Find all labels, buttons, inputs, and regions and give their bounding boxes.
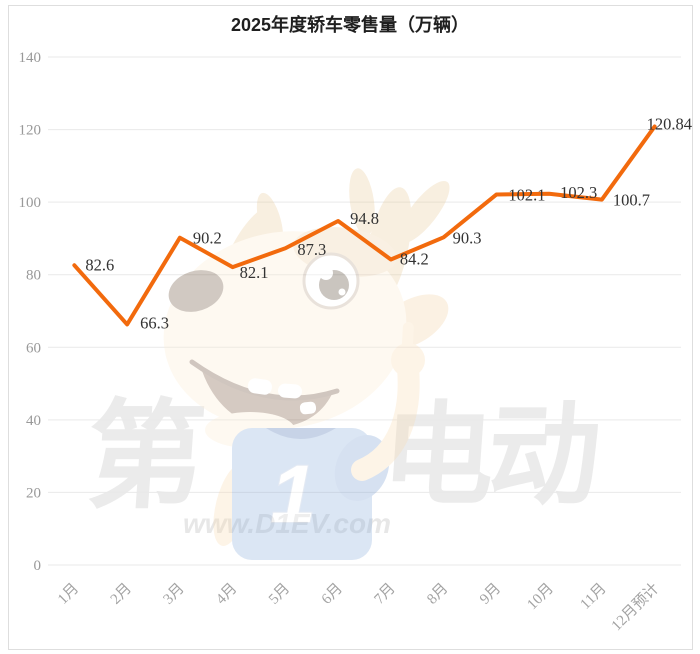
chart-frame xyxy=(8,5,693,650)
data-point-label: 120.84 xyxy=(647,115,692,134)
chart-title: 2025年度轿车零售量（万辆） xyxy=(231,14,469,35)
y-tick-label: 120 xyxy=(19,123,42,139)
x-tick-label: 12月预计 xyxy=(608,580,662,634)
x-tick-label: 3月 xyxy=(160,581,187,608)
data-point-label: 102.3 xyxy=(560,183,597,202)
data-point-label: 87.3 xyxy=(297,240,326,259)
data-point-label: 100.7 xyxy=(613,191,650,210)
mascot-mouth-icon xyxy=(189,359,340,429)
data-point-label: 66.3 xyxy=(140,313,169,332)
watermark-brand-right: 电动 xyxy=(378,395,601,519)
x-tick-label: 6月 xyxy=(319,581,346,608)
mascot-antlers-icon xyxy=(219,168,450,309)
y-tick-label: 20 xyxy=(26,485,41,501)
data-point-label: 82.1 xyxy=(240,263,269,282)
mascot-deer: 1 xyxy=(163,168,450,560)
mascot-shirt-number: 1 xyxy=(270,449,316,540)
y-tick-label: 0 xyxy=(34,558,42,574)
data-point-label: 84.2 xyxy=(400,249,429,268)
data-point-label: 94.8 xyxy=(350,209,379,228)
x-tick-label: 5月 xyxy=(266,581,293,608)
series-line xyxy=(72,124,657,327)
data-point-label: 90.3 xyxy=(453,228,482,247)
x-tick-label: 4月 xyxy=(213,581,240,608)
mascot-nose-icon xyxy=(168,270,224,312)
y-tick-label: 140 xyxy=(19,50,42,66)
mascot-eye-icon xyxy=(302,252,360,310)
data-point-label: 82.6 xyxy=(85,255,114,274)
mascot-shirt-icon xyxy=(232,428,390,560)
watermark-brand: 第 电动 www.D1EV.com xyxy=(82,392,600,539)
data-point-label: 102.1 xyxy=(508,186,545,205)
mascot-ear-icon xyxy=(375,294,449,350)
y-tick-label: 60 xyxy=(26,340,41,356)
y-tick-label: 80 xyxy=(26,268,41,284)
watermark-url: www.D1EV.com xyxy=(183,508,391,539)
x-tick-label: 2月 xyxy=(108,581,135,608)
x-tick-label: 8月 xyxy=(424,581,451,608)
y-tick-label: 100 xyxy=(19,195,42,211)
x-tick-label: 9月 xyxy=(477,581,504,608)
y-tick-label: 40 xyxy=(26,413,41,429)
watermark-brand-left: 第 xyxy=(82,392,209,523)
x-tick-label: 11月 xyxy=(578,581,610,613)
mascot-forelock-icon xyxy=(293,227,397,277)
mascot-chin-icon xyxy=(205,412,295,448)
mascot-pointing-arm-icon xyxy=(351,322,425,481)
data-point-label: 90.2 xyxy=(193,229,222,248)
mascot-left-arm-icon xyxy=(213,464,251,546)
x-tick-label: 7月 xyxy=(371,581,398,608)
x-tick-label: 1月 xyxy=(55,581,82,608)
series-layer: 82.6 66.3 90.2 82.1 87.3 94.8 84.2 90.3 102.1 102… xyxy=(72,115,692,332)
x-tick-label: 10月 xyxy=(524,581,557,614)
mascot-head-icon xyxy=(163,231,407,429)
